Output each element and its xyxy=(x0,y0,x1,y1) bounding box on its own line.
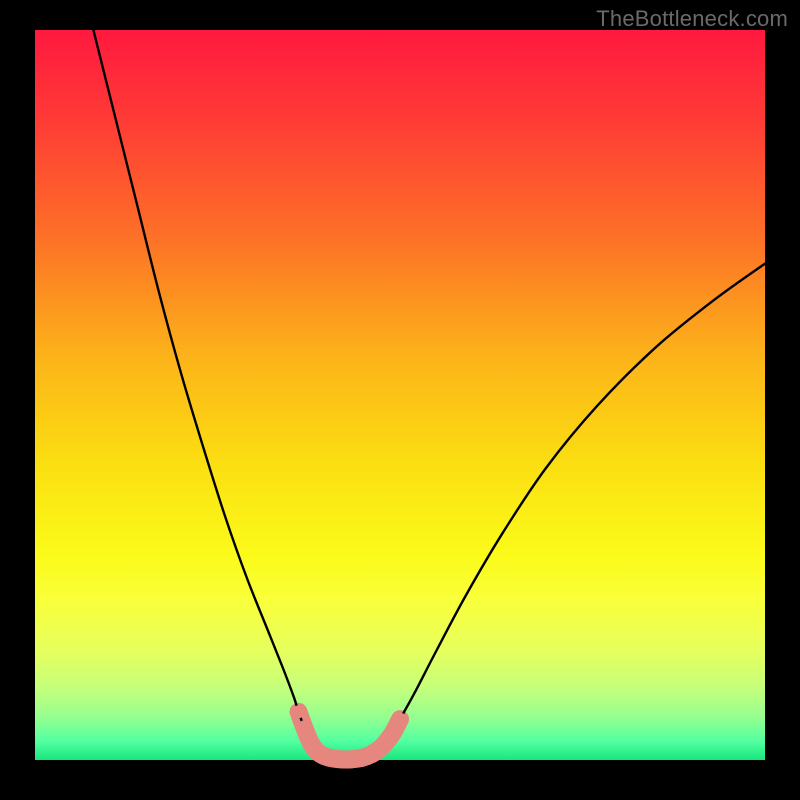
marker-dot xyxy=(292,705,305,718)
marker-dot xyxy=(297,720,312,735)
watermark-text: TheBottleneck.com xyxy=(596,6,788,32)
figure-root: TheBottleneck.com xyxy=(0,0,800,800)
plot-background xyxy=(35,30,765,760)
marker-dot xyxy=(394,713,407,726)
plot-svg xyxy=(0,0,800,800)
